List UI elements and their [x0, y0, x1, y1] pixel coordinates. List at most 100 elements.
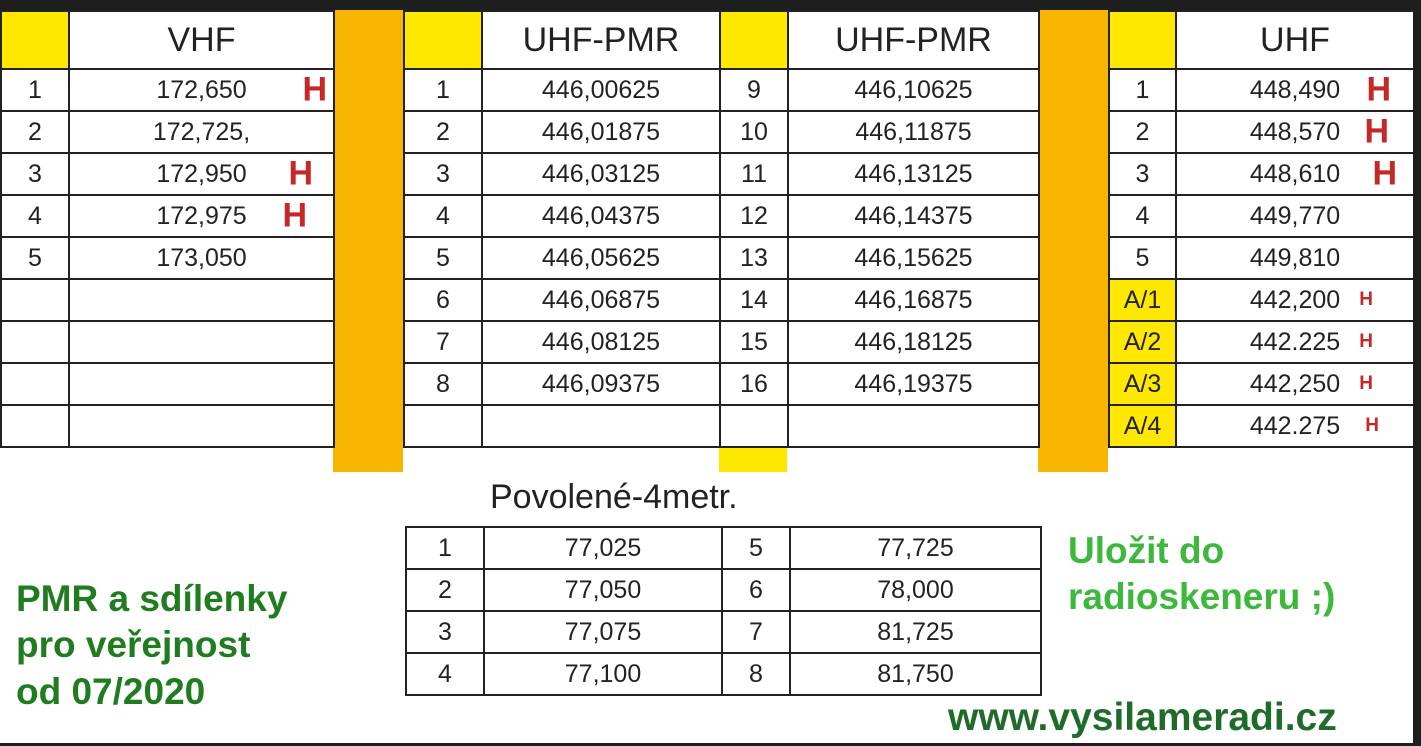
vhf-corner-cell: [0, 10, 70, 70]
h-marker: H: [302, 70, 327, 109]
note-line: Uložit do: [1068, 530, 1225, 571]
uhf-ch: 3: [1108, 152, 1177, 196]
pmr-freq: 446,01875: [481, 110, 721, 154]
h-marker: H: [1364, 112, 1389, 151]
website-link[interactable]: www.vysilameradi.cz: [948, 696, 1337, 739]
pmr-freq: 446,03125: [481, 152, 721, 196]
empty-cell: [0, 278, 70, 322]
uhf-freq: 442,250 H: [1175, 362, 1415, 406]
h-marker: H: [1359, 373, 1373, 394]
vhf-ch: 2: [0, 110, 70, 154]
save-to-scanner-note: Uložit do radioskeneru ;): [1068, 528, 1335, 621]
uhf-ch: 5: [1108, 236, 1177, 280]
pmr-ch: 1: [403, 68, 483, 112]
pmr-freq: 446,11875: [787, 110, 1040, 154]
uhf-ch: A/3: [1108, 362, 1177, 406]
note-line: PMR a sdílenky: [16, 578, 288, 619]
pmr-freq: 446,00625: [481, 68, 721, 112]
uhf-freq: 449,770: [1175, 194, 1415, 238]
pmr-freq: 446,04375: [481, 194, 721, 238]
pmr-corner-cell: [403, 10, 483, 70]
empty-cell: [403, 404, 483, 448]
pmr-freq: 446,14375: [787, 194, 1040, 238]
vhf-ch: 1: [0, 68, 70, 112]
pmr-freq: 446,10625: [787, 68, 1040, 112]
fourm-ch: 7: [721, 610, 791, 654]
vhf-freq: 172,725,: [68, 110, 335, 154]
fourm-ch: 2: [405, 568, 485, 612]
vhf-freq: 172,975 H: [68, 194, 335, 238]
note-line: od 07/2020: [16, 670, 206, 712]
pmr-ch: 6: [403, 278, 483, 322]
uhf-ch: A/4: [1108, 404, 1177, 448]
h-marker: H: [1365, 415, 1379, 436]
h-marker: H: [1359, 331, 1373, 352]
empty-cell: [0, 362, 70, 406]
pmr-freq: 446,13125: [787, 152, 1040, 196]
pmr-ch: 3: [403, 152, 483, 196]
empty-cell: [481, 404, 721, 448]
empty-cell: [787, 404, 1040, 448]
h-marker: H: [1366, 70, 1391, 109]
uhf-freq: 449,810: [1175, 236, 1415, 280]
pmr-ch: 8: [403, 362, 483, 406]
empty-cell: [0, 404, 70, 448]
pmr-freq: 446,09375: [481, 362, 721, 406]
fourm-ch: 6: [721, 568, 791, 612]
vhf-title: VHF: [68, 10, 335, 70]
pmr-freq: 446,15625: [787, 236, 1040, 280]
pmr-freq: 446,16875: [787, 278, 1040, 322]
h-marker: H: [1372, 154, 1397, 193]
empty-cell: [68, 404, 335, 448]
uhf-corner-cell: [1108, 10, 1177, 70]
separator-orange-3: [1038, 10, 1108, 472]
uhf-ch: A/2: [1108, 320, 1177, 364]
four-meter-title: Povolené-4metr.: [490, 478, 738, 516]
fourm-freq: 77,025: [483, 526, 723, 570]
pmr-ch: 16: [719, 362, 789, 406]
uhf-title: UHF: [1175, 10, 1415, 70]
note-line: radioskeneru ;): [1068, 576, 1336, 618]
empty-cell: [68, 278, 335, 322]
pmr-ch: 10: [719, 110, 789, 154]
pmr-corner-cell: [719, 10, 789, 70]
h-marker: H: [288, 154, 313, 193]
uhf-ch: 1: [1108, 68, 1177, 112]
empty-cell: [719, 404, 789, 448]
fourm-ch: 8: [721, 652, 791, 696]
h-marker: H: [1359, 289, 1373, 310]
vhf-freq: 172,950 H: [68, 152, 335, 196]
note-line: pro veřejnost: [16, 624, 251, 666]
pmr-table: UHF-PMR UHF-PMR 1 446,00625 9 446,10625 2 44…: [403, 10, 1040, 448]
right-edge-border: [1413, 0, 1421, 746]
pmr-freq: 446,08125: [481, 320, 721, 364]
pmr-ch: 14: [719, 278, 789, 322]
uhf-freq: 448,610 H: [1175, 152, 1415, 196]
vhf-ch: 5: [0, 236, 70, 280]
uhf-freq: 442.275 H: [1175, 404, 1415, 448]
fourm-ch: 4: [405, 652, 485, 696]
pmr-ch: 7: [403, 320, 483, 364]
vhf-ch: 4: [0, 194, 70, 238]
fourm-freq: 81,750: [789, 652, 1042, 696]
separator-orange-1: [333, 10, 403, 472]
uhf-ch: 4: [1108, 194, 1177, 238]
pmr-ch: 11: [719, 152, 789, 196]
empty-cell: [0, 320, 70, 364]
vhf-table: VHF 1 172,650 H 2 172,725, 3 172,950 H 4 1…: [0, 10, 335, 448]
empty-cell: [68, 362, 335, 406]
uhf-ch: A/1: [1108, 278, 1177, 322]
empty-cell: [68, 320, 335, 364]
pmr-title-left: UHF-PMR: [481, 10, 721, 70]
uhf-freq: 442.225 H: [1175, 320, 1415, 364]
vhf-ch: 3: [0, 152, 70, 196]
fourm-freq: 77,050: [483, 568, 723, 612]
pmr-ch: 5: [403, 236, 483, 280]
fourm-ch: 5: [721, 526, 791, 570]
fourm-ch: 3: [405, 610, 485, 654]
pmr-title-right: UHF-PMR: [787, 10, 1040, 70]
pmr-ch: 13: [719, 236, 789, 280]
uhf-table: UHF 1 448,490 H 2 448,570 H 3 448,610 H 4 449,7…: [1108, 10, 1415, 448]
pmr-freq: 446,19375: [787, 362, 1040, 406]
uhf-ch: 2: [1108, 110, 1177, 154]
